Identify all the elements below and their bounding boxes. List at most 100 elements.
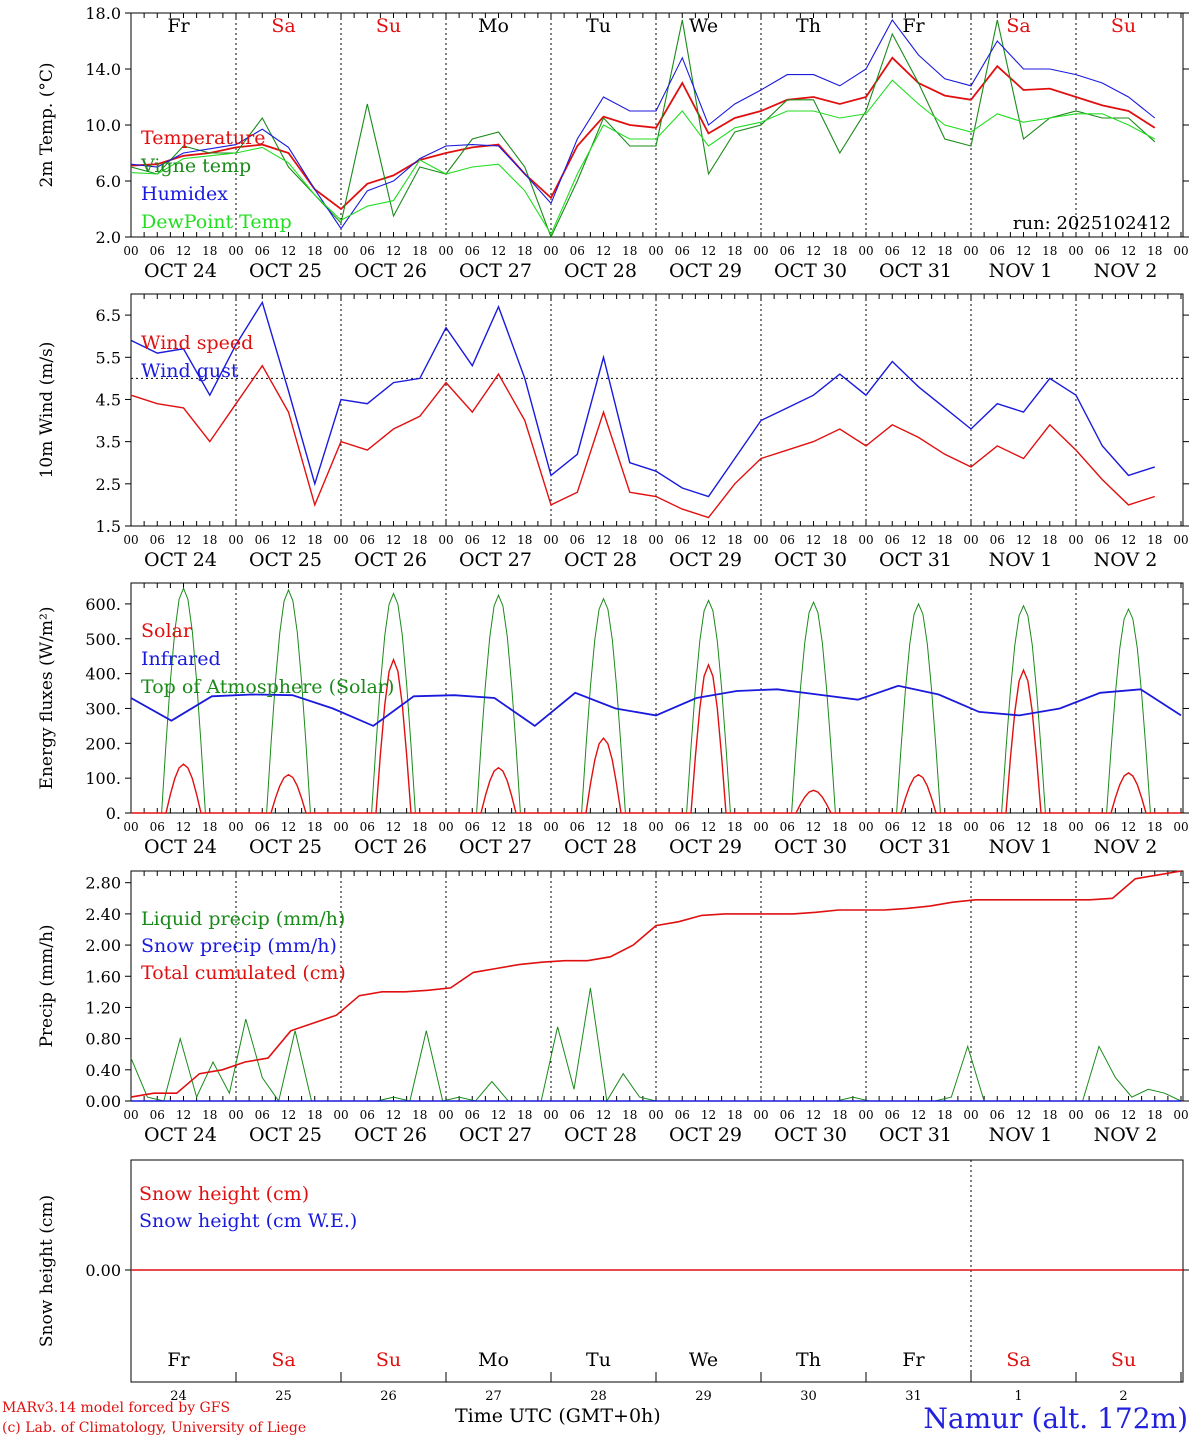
hour-tick-label: 12 xyxy=(281,533,296,547)
hour-tick-label: 18 xyxy=(1147,533,1162,547)
y-tick-label: 400. xyxy=(85,665,121,684)
hour-tick-label: 06 xyxy=(255,244,270,258)
hour-tick-label: 06 xyxy=(675,533,690,547)
legend-snow-precip-mm-h-: Snow precip (mm/h) xyxy=(141,935,337,957)
y-tick-label: 300. xyxy=(85,699,121,718)
day-label: NOV 2 xyxy=(1094,836,1158,858)
weekday-label: Th xyxy=(796,15,821,37)
weekday-label: Tu xyxy=(586,15,611,37)
y-tick-label: 0.40 xyxy=(85,1061,121,1080)
hour-tick-label: 18 xyxy=(412,1108,427,1122)
day-number-label: 1 xyxy=(1014,1389,1022,1404)
hour-tick-label: 12 xyxy=(596,1108,611,1122)
series-line-wind-gust xyxy=(130,300,1156,498)
legend-liquid-precip-mm-h-: Liquid precip (mm/h) xyxy=(141,908,345,930)
hour-tick-label: 18 xyxy=(1147,244,1162,258)
hour-tick-label: 06 xyxy=(675,244,690,258)
day-label: OCT 27 xyxy=(459,549,532,571)
hour-tick-label: 00 xyxy=(228,533,243,547)
day-number-label: 31 xyxy=(905,1389,922,1404)
hour-tick-label: 00 xyxy=(1068,533,1083,547)
hour-tick-label: 12 xyxy=(596,533,611,547)
day-label: NOV 2 xyxy=(1094,1124,1158,1146)
hour-tick-label: 18 xyxy=(307,1108,322,1122)
hour-tick-label: 06 xyxy=(675,820,690,834)
hour-tick-label: 06 xyxy=(150,533,165,547)
series-line-infrared xyxy=(130,684,1182,728)
hour-tick-label: 06 xyxy=(465,244,480,258)
hour-tick-label: 12 xyxy=(1016,820,1031,834)
hour-tick-label: 18 xyxy=(202,1108,217,1122)
legend-temperature: Temperature xyxy=(141,127,265,149)
panel-frame-4 xyxy=(130,870,1184,1102)
hour-tick-label: 12 xyxy=(911,533,926,547)
hour-tick-label: 18 xyxy=(307,820,322,834)
y-tick-label: 2.00 xyxy=(85,936,121,955)
hour-tick-label: 06 xyxy=(780,533,795,547)
day-label: OCT 25 xyxy=(249,260,322,282)
hour-tick-label: 18 xyxy=(727,244,742,258)
y-axis-label: Energy fluxes (W/m²) xyxy=(37,607,57,790)
day-label: OCT 27 xyxy=(459,1124,532,1146)
hour-tick-label: 06 xyxy=(255,533,270,547)
hour-tick-label: 00 xyxy=(753,244,768,258)
hour-tick-label: 00 xyxy=(963,1108,978,1122)
hour-tick-label: 00 xyxy=(1173,820,1188,834)
weekday-label: Tu xyxy=(586,1349,611,1371)
day-label: OCT 28 xyxy=(564,260,637,282)
hour-tick-label: 00 xyxy=(1173,1108,1188,1122)
series-line-vigne-temp xyxy=(130,19,1156,239)
hour-tick-label: 00 xyxy=(648,1108,663,1122)
hour-tick-label: 12 xyxy=(491,820,506,834)
hour-tick-label: 18 xyxy=(622,533,637,547)
hour-tick-label: 18 xyxy=(727,1108,742,1122)
hour-tick-label: 06 xyxy=(150,820,165,834)
hour-tick-label: 12 xyxy=(176,533,191,547)
hour-tick-label: 18 xyxy=(1147,1108,1162,1122)
hour-tick-label: 06 xyxy=(360,533,375,547)
y-tick-label: 1.60 xyxy=(85,967,121,986)
day-label: OCT 24 xyxy=(144,549,217,571)
weekday-label: Mo xyxy=(478,15,509,37)
hour-tick-label: 18 xyxy=(307,533,322,547)
y-tick-label: 0.80 xyxy=(85,1030,121,1049)
hour-tick-label: 00 xyxy=(753,1108,768,1122)
hour-tick-label: 12 xyxy=(1121,1108,1136,1122)
weekday-label: Su xyxy=(376,15,401,37)
y-tick-label: 14.0 xyxy=(85,60,121,79)
y-axis-label: Snow height (cm) xyxy=(37,1195,57,1347)
hour-tick-label: 06 xyxy=(465,1108,480,1122)
legend-snow-height-cm-w-e-: Snow height (cm W.E.) xyxy=(139,1210,357,1232)
hour-tick-label: 18 xyxy=(412,820,427,834)
hour-tick-label: 12 xyxy=(596,244,611,258)
hour-tick-label: 18 xyxy=(937,820,952,834)
hour-tick-label: 00 xyxy=(1068,820,1083,834)
hour-tick-label: 00 xyxy=(438,1108,453,1122)
y-tick-label: 4.5 xyxy=(96,390,121,409)
hour-tick-label: 12 xyxy=(1016,533,1031,547)
hour-tick-label: 06 xyxy=(570,1108,585,1122)
hour-tick-label: 06 xyxy=(465,820,480,834)
y-tick-label: 3.5 xyxy=(96,433,121,452)
y-tick-label: 100. xyxy=(85,769,121,788)
day-label: NOV 1 xyxy=(989,549,1053,571)
hour-tick-label: 12 xyxy=(386,244,401,258)
hour-tick-label: 06 xyxy=(990,1108,1005,1122)
hour-tick-label: 06 xyxy=(780,1108,795,1122)
hour-tick-label: 06 xyxy=(255,1108,270,1122)
hour-tick-label: 00 xyxy=(333,820,348,834)
panel-frame-5 xyxy=(130,1159,1184,1383)
hour-tick-label: 12 xyxy=(1121,533,1136,547)
weekday-label: Mo xyxy=(478,1349,509,1371)
day-label: OCT 27 xyxy=(459,836,532,858)
weekday-label: Sa xyxy=(1006,1349,1030,1371)
weekday-label: Su xyxy=(376,1349,401,1371)
hour-tick-label: 18 xyxy=(202,533,217,547)
weekday-label: Sa xyxy=(271,15,295,37)
day-label: OCT 24 xyxy=(144,836,217,858)
hour-tick-label: 12 xyxy=(1121,820,1136,834)
day-label: OCT 27 xyxy=(459,260,532,282)
hour-tick-label: 00 xyxy=(858,1108,873,1122)
day-number-label: 30 xyxy=(800,1389,817,1404)
weekday-label: Su xyxy=(1111,1349,1136,1371)
